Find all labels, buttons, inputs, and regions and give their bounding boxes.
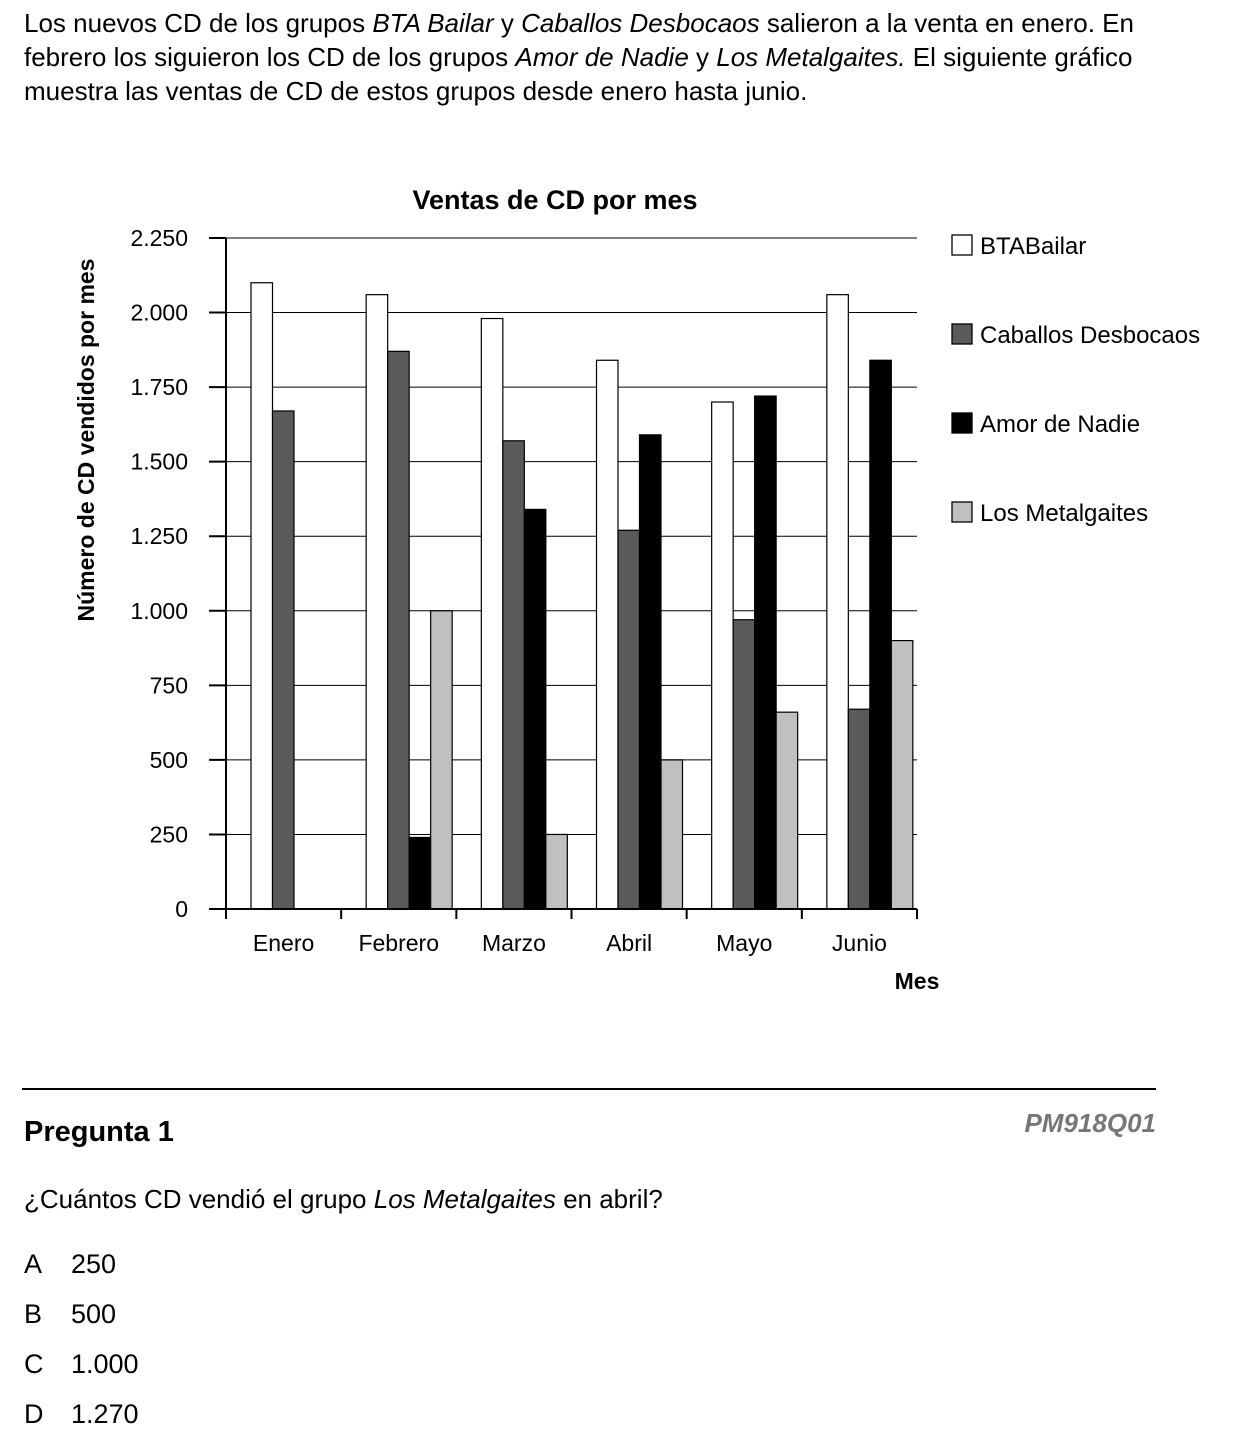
x-axis-label: Mes bbox=[895, 968, 940, 994]
y-tick-label: 2.250 bbox=[130, 225, 188, 251]
y-tick-label: 1.250 bbox=[130, 523, 188, 549]
option-letter: A bbox=[24, 1249, 43, 1279]
option-value: 1.000 bbox=[71, 1349, 139, 1379]
y-tick-label: 1.000 bbox=[130, 598, 188, 624]
band-name: BTA Bailar bbox=[372, 8, 494, 38]
bar-amor-de-nadie bbox=[523, 508, 547, 910]
section-divider bbox=[22, 1088, 1156, 1090]
bar-chart: Ventas de CD por mes 0 250 500 750 1.000 1.25… bbox=[73, 185, 1200, 994]
bar-amor-de-nadie bbox=[638, 434, 662, 910]
option-letter: B bbox=[24, 1299, 43, 1329]
intro-part: Los nuevos CD de los grupos bbox=[24, 8, 373, 38]
bar-btabailar bbox=[250, 282, 274, 910]
y-tick-label: 1.750 bbox=[130, 374, 188, 400]
bar-caballos-desbocaos bbox=[271, 410, 295, 910]
intro-part: El siguiente gráfico muestra las ventas … bbox=[24, 42, 1133, 106]
bar-btabailar bbox=[711, 401, 734, 910]
band-name: Los Metalgaites bbox=[373, 1184, 556, 1214]
y-tick-label: 2.000 bbox=[130, 300, 188, 326]
bar-caballos-desbocaos bbox=[847, 708, 871, 910]
y-tick-label: 750 bbox=[150, 672, 188, 698]
option-value: 500 bbox=[71, 1299, 117, 1329]
y-tick-label: 500 bbox=[150, 747, 188, 773]
question-text: ¿Cuántos CD vendió el grupo Los Metalgai… bbox=[24, 1184, 663, 1215]
option-letter: D bbox=[24, 1399, 44, 1429]
x-tick-label: Mayo bbox=[716, 930, 772, 956]
bar-los-metalgaites bbox=[545, 833, 568, 910]
y-axis-label: Número de CD vendidos por mes bbox=[73, 259, 99, 622]
question-text-part: en abril? bbox=[555, 1184, 663, 1214]
y-tick-label: 0 bbox=[175, 896, 188, 922]
intro-part: y bbox=[493, 8, 522, 38]
option-value: 1.270 bbox=[71, 1399, 139, 1429]
bar-los-metalgaites bbox=[660, 759, 684, 910]
bar-btabailar bbox=[480, 317, 504, 910]
bar-caballos-desbocaos bbox=[387, 350, 410, 910]
y-tick-label: 1.500 bbox=[130, 449, 188, 475]
answer-options: A 250 B 500 C 1.000 D 1.270 bbox=[24, 1246, 139, 1446]
bar-amor-de-nadie bbox=[869, 359, 892, 910]
bar-caballos-desbocaos bbox=[502, 440, 525, 910]
legend-swatch bbox=[951, 234, 973, 256]
bar-btabailar bbox=[826, 294, 849, 910]
bar-caballos-desbocaos bbox=[732, 619, 756, 910]
bar-los-metalgaites bbox=[890, 639, 914, 910]
y-tick-label: 250 bbox=[150, 821, 188, 847]
answer-option-a[interactable]: A 250 bbox=[24, 1246, 139, 1296]
chart-title: Ventas de CD por mes bbox=[412, 185, 697, 215]
bar-amor-de-nadie bbox=[408, 836, 432, 910]
question-title: Pregunta 1 bbox=[24, 1116, 174, 1148]
option-letter: C bbox=[24, 1349, 44, 1379]
bar-caballos-desbocaos bbox=[617, 529, 641, 910]
legend-swatch bbox=[951, 412, 973, 434]
band-name: Caballos Desbocaos bbox=[521, 8, 760, 38]
answer-option-c[interactable]: C 1.000 bbox=[24, 1346, 139, 1396]
band-name: Amor de Nadie bbox=[515, 42, 689, 72]
intro-text: Los nuevos CD de los grupos BTA Bailar y… bbox=[24, 6, 1184, 108]
bar-amor-de-nadie bbox=[754, 395, 777, 910]
x-tick-label: Enero bbox=[253, 930, 314, 956]
x-tick-label: Febrero bbox=[358, 930, 439, 956]
bar-los-metalgaites bbox=[430, 610, 453, 910]
legend-label: Amor de Nadie bbox=[980, 411, 1140, 438]
question-code: PM918Q01 bbox=[1024, 1108, 1156, 1138]
legend-swatch bbox=[951, 323, 973, 345]
question-text-part: ¿Cuántos CD vendió el grupo bbox=[24, 1184, 374, 1214]
bar-los-metalgaites bbox=[775, 711, 799, 910]
legend-label: Caballos Desbocaos bbox=[980, 322, 1200, 349]
answer-option-b[interactable]: B 500 bbox=[24, 1296, 139, 1346]
intro-part: salieron a la venta en enero. En febrero… bbox=[24, 8, 1134, 72]
bar-btabailar bbox=[365, 294, 389, 910]
option-value: 250 bbox=[71, 1249, 117, 1279]
x-tick-label: Abril bbox=[606, 930, 652, 956]
x-tick-label: Marzo bbox=[482, 930, 546, 956]
x-tick-label: Junio bbox=[832, 930, 887, 956]
intro-part: y bbox=[688, 42, 717, 72]
legend-swatch bbox=[951, 501, 973, 523]
bar-btabailar bbox=[595, 359, 619, 910]
answer-option-d[interactable]: D 1.270 bbox=[24, 1396, 139, 1446]
legend-label: BTABailar bbox=[980, 233, 1086, 260]
legend-label: Los Metalgaites bbox=[980, 500, 1148, 527]
band-name: Los Metalgaites. bbox=[716, 42, 906, 72]
